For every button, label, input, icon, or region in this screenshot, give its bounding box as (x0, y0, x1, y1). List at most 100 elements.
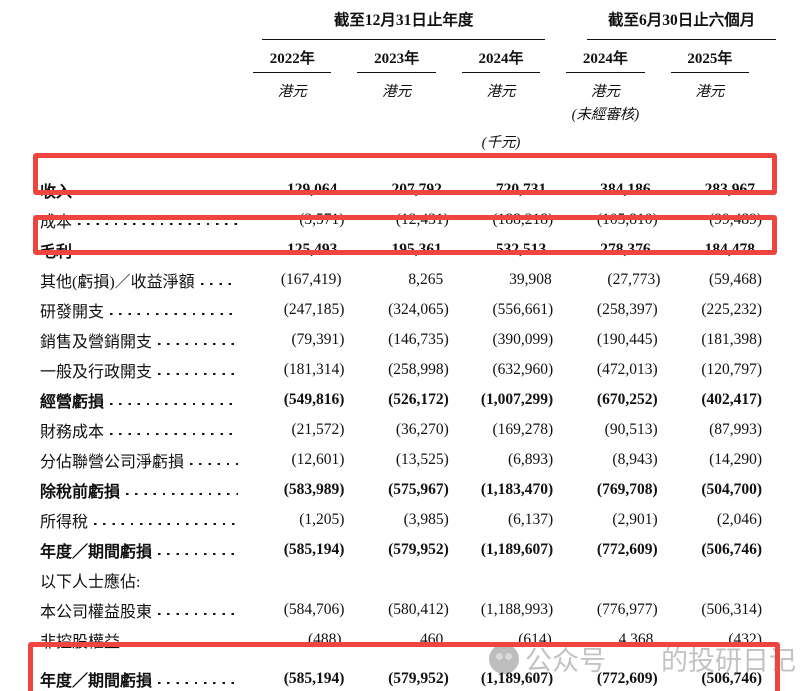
cell-value: (225,232) (701, 301, 763, 318)
table-row-general-admin: 一般及行政開支 (181,314) (258,998) (632,960) (4… (40, 355, 762, 385)
table-content: 截至12月31日止年度 截至6月30日止六個月 2022年 2023年 2024… (40, 8, 776, 691)
cell-value: (1,188,993) (480, 601, 554, 618)
dot-leader (190, 462, 238, 465)
cell-value: (188,218) (492, 211, 554, 228)
currency-label: 港元 (486, 84, 516, 100)
table-row-attributable-to-header: 以下人士應佔: (40, 565, 762, 595)
cell-value: (1,007,299) (480, 391, 554, 408)
row-label: 非控股權益 (40, 634, 121, 651)
cell-value: (585,194) (283, 541, 345, 558)
year-header-2024-interim: 2024年 (553, 47, 657, 73)
empty-cell (344, 131, 448, 152)
cell-value: (324,065) (388, 301, 449, 318)
cell-value: (772,609) (596, 670, 658, 687)
group-header-interim: 截至6月30日止六個月 (587, 8, 776, 40)
label-column-spacer (40, 47, 240, 73)
table-row-non-controlling-interests: 非控股權益 (488) 460 (614) 4,368 (432) (40, 625, 762, 655)
cell-value: (488) (308, 631, 342, 648)
cell-value: (36,270) (395, 421, 449, 438)
cell-value: (258,998) (388, 361, 449, 378)
empty-cell (449, 103, 553, 124)
dot-leader (158, 552, 238, 555)
table-row-revenue: 收入 129,064 207,792 720,731 384,186 283,9… (40, 175, 762, 205)
table-row-rd-expenses: 研發開支 (247,185) (324,065) (556,661) (258,… (40, 295, 762, 325)
cell-value: (504,700) (701, 481, 763, 498)
year-header-2023: 2023年 (344, 47, 448, 73)
cell-value: (579,952) (388, 541, 449, 558)
cell-value: (3,571) (299, 211, 345, 228)
cell-value: (432) (728, 631, 762, 648)
cell-value: (575,967) (388, 481, 449, 498)
cell-value: (167,419) (280, 271, 342, 288)
label-column-spacer (40, 80, 240, 101)
cell-value: (472,013) (596, 361, 658, 378)
table-row-gross-profit: 毛利 125,493 195,361 532,513 278,376 184,4… (40, 235, 762, 265)
row-label: 收入 (40, 184, 73, 201)
cell-value: 283,967 (704, 181, 756, 198)
cell-value: (6,893) (508, 451, 554, 468)
dot-leader (158, 681, 238, 684)
year-header-2025: 2025年 (658, 47, 762, 73)
cell-value: (181,398) (701, 331, 763, 348)
unit-note-row: (千元) (40, 131, 762, 152)
watermark-prefix: 公众号 (525, 646, 606, 676)
dot-leader (158, 612, 238, 615)
table-row-other-net-loss-gain: 其他(虧損)／收益淨額 (167,419) 8,265 39,908 (27,7… (40, 265, 762, 295)
cell-value: (506,314) (701, 601, 763, 618)
cell-value: (13,525) (395, 451, 449, 468)
cell-value: 184,478 (704, 241, 756, 258)
row-label: 銷售及營銷開支 (40, 334, 153, 351)
cell-value: (580,412) (388, 601, 449, 618)
cell-value: (584,706) (283, 601, 345, 618)
row-label: 年度／期間虧損 (40, 544, 153, 561)
year-header-2024: 2024年 (449, 47, 553, 73)
empty-cell (553, 131, 657, 152)
cell-value: (79,391) (291, 331, 345, 348)
cell-value: (169,278) (492, 421, 554, 438)
unaudited-note: (未經審核) (571, 107, 640, 123)
row-label: 成本 (40, 214, 73, 231)
table-row-cost: 成本 (3,571) (12,431) (188,218) (105,810) … (40, 205, 762, 235)
cell-value: 720,731 (495, 181, 547, 198)
cell-value: 4,368 (618, 631, 654, 648)
row-label: 財務成本 (40, 424, 105, 441)
dot-leader (110, 312, 238, 315)
cell-value: (247,185) (283, 301, 345, 318)
label-column-spacer (40, 131, 240, 152)
dot-leader (110, 402, 238, 405)
cell-value: 129,064 (287, 181, 338, 198)
cell-value: (506,746) (701, 541, 763, 558)
table-row-operating-loss: 經營虧損 (549,816) (526,172) (1,007,299) (67… (40, 385, 762, 415)
cell-value: (99,489) (709, 211, 763, 228)
cell-value: 195,361 (391, 241, 442, 258)
group-header-annual: 截至12月31日止年度 (262, 8, 546, 40)
cell-value: (772,609) (596, 541, 658, 558)
empty-cell (240, 131, 344, 152)
cell-value: (181,314) (283, 361, 345, 378)
row-label: 除稅前虧損 (40, 484, 121, 501)
cell-value: (583,989) (283, 481, 345, 498)
currency-label: 港元 (277, 84, 307, 100)
table-row-loss-for-period: 年度／期間虧損 (585,194) (579,952) (1,189,607) … (40, 535, 762, 565)
table-row-selling-marketing: 銷售及營銷開支 (79,391) (146,735) (390,099) (19… (40, 325, 762, 355)
dot-leader (200, 282, 238, 285)
empty-cell (240, 103, 344, 124)
cell-value: (1,183,470) (480, 481, 554, 498)
empty-cell (344, 103, 448, 124)
watermark-suffix: 的投研日记 (661, 646, 796, 676)
cell-value: (390,099) (492, 331, 554, 348)
unaudited-note-row: (未經審核) (40, 103, 762, 124)
table-row-equity-shareholders: 本公司權益股東 (584,706) (580,412) (1,188,993) … (40, 595, 762, 625)
cell-value: (1,205) (299, 511, 345, 528)
cell-value: 125,493 (287, 241, 338, 258)
wechat-icon (489, 643, 519, 674)
table-row-loss-before-tax: 除稅前虧損 (583,989) (575,967) (1,183,470) (7… (40, 475, 762, 505)
cell-value: (59,468) (709, 271, 762, 288)
cell-value: 39,908 (509, 271, 552, 288)
cell-value: (120,797) (701, 361, 763, 378)
row-label: 分佔聯營公司淨虧損 (40, 454, 185, 471)
cell-value: (90,513) (604, 421, 658, 438)
table-row-share-of-associates-loss: 分佔聯營公司淨虧損 (12,601) (13,525) (6,893) (8,9… (40, 445, 762, 475)
row-label: 其他(虧損)／收益淨額 (40, 274, 195, 291)
cell-value: (27,773) (607, 271, 661, 288)
